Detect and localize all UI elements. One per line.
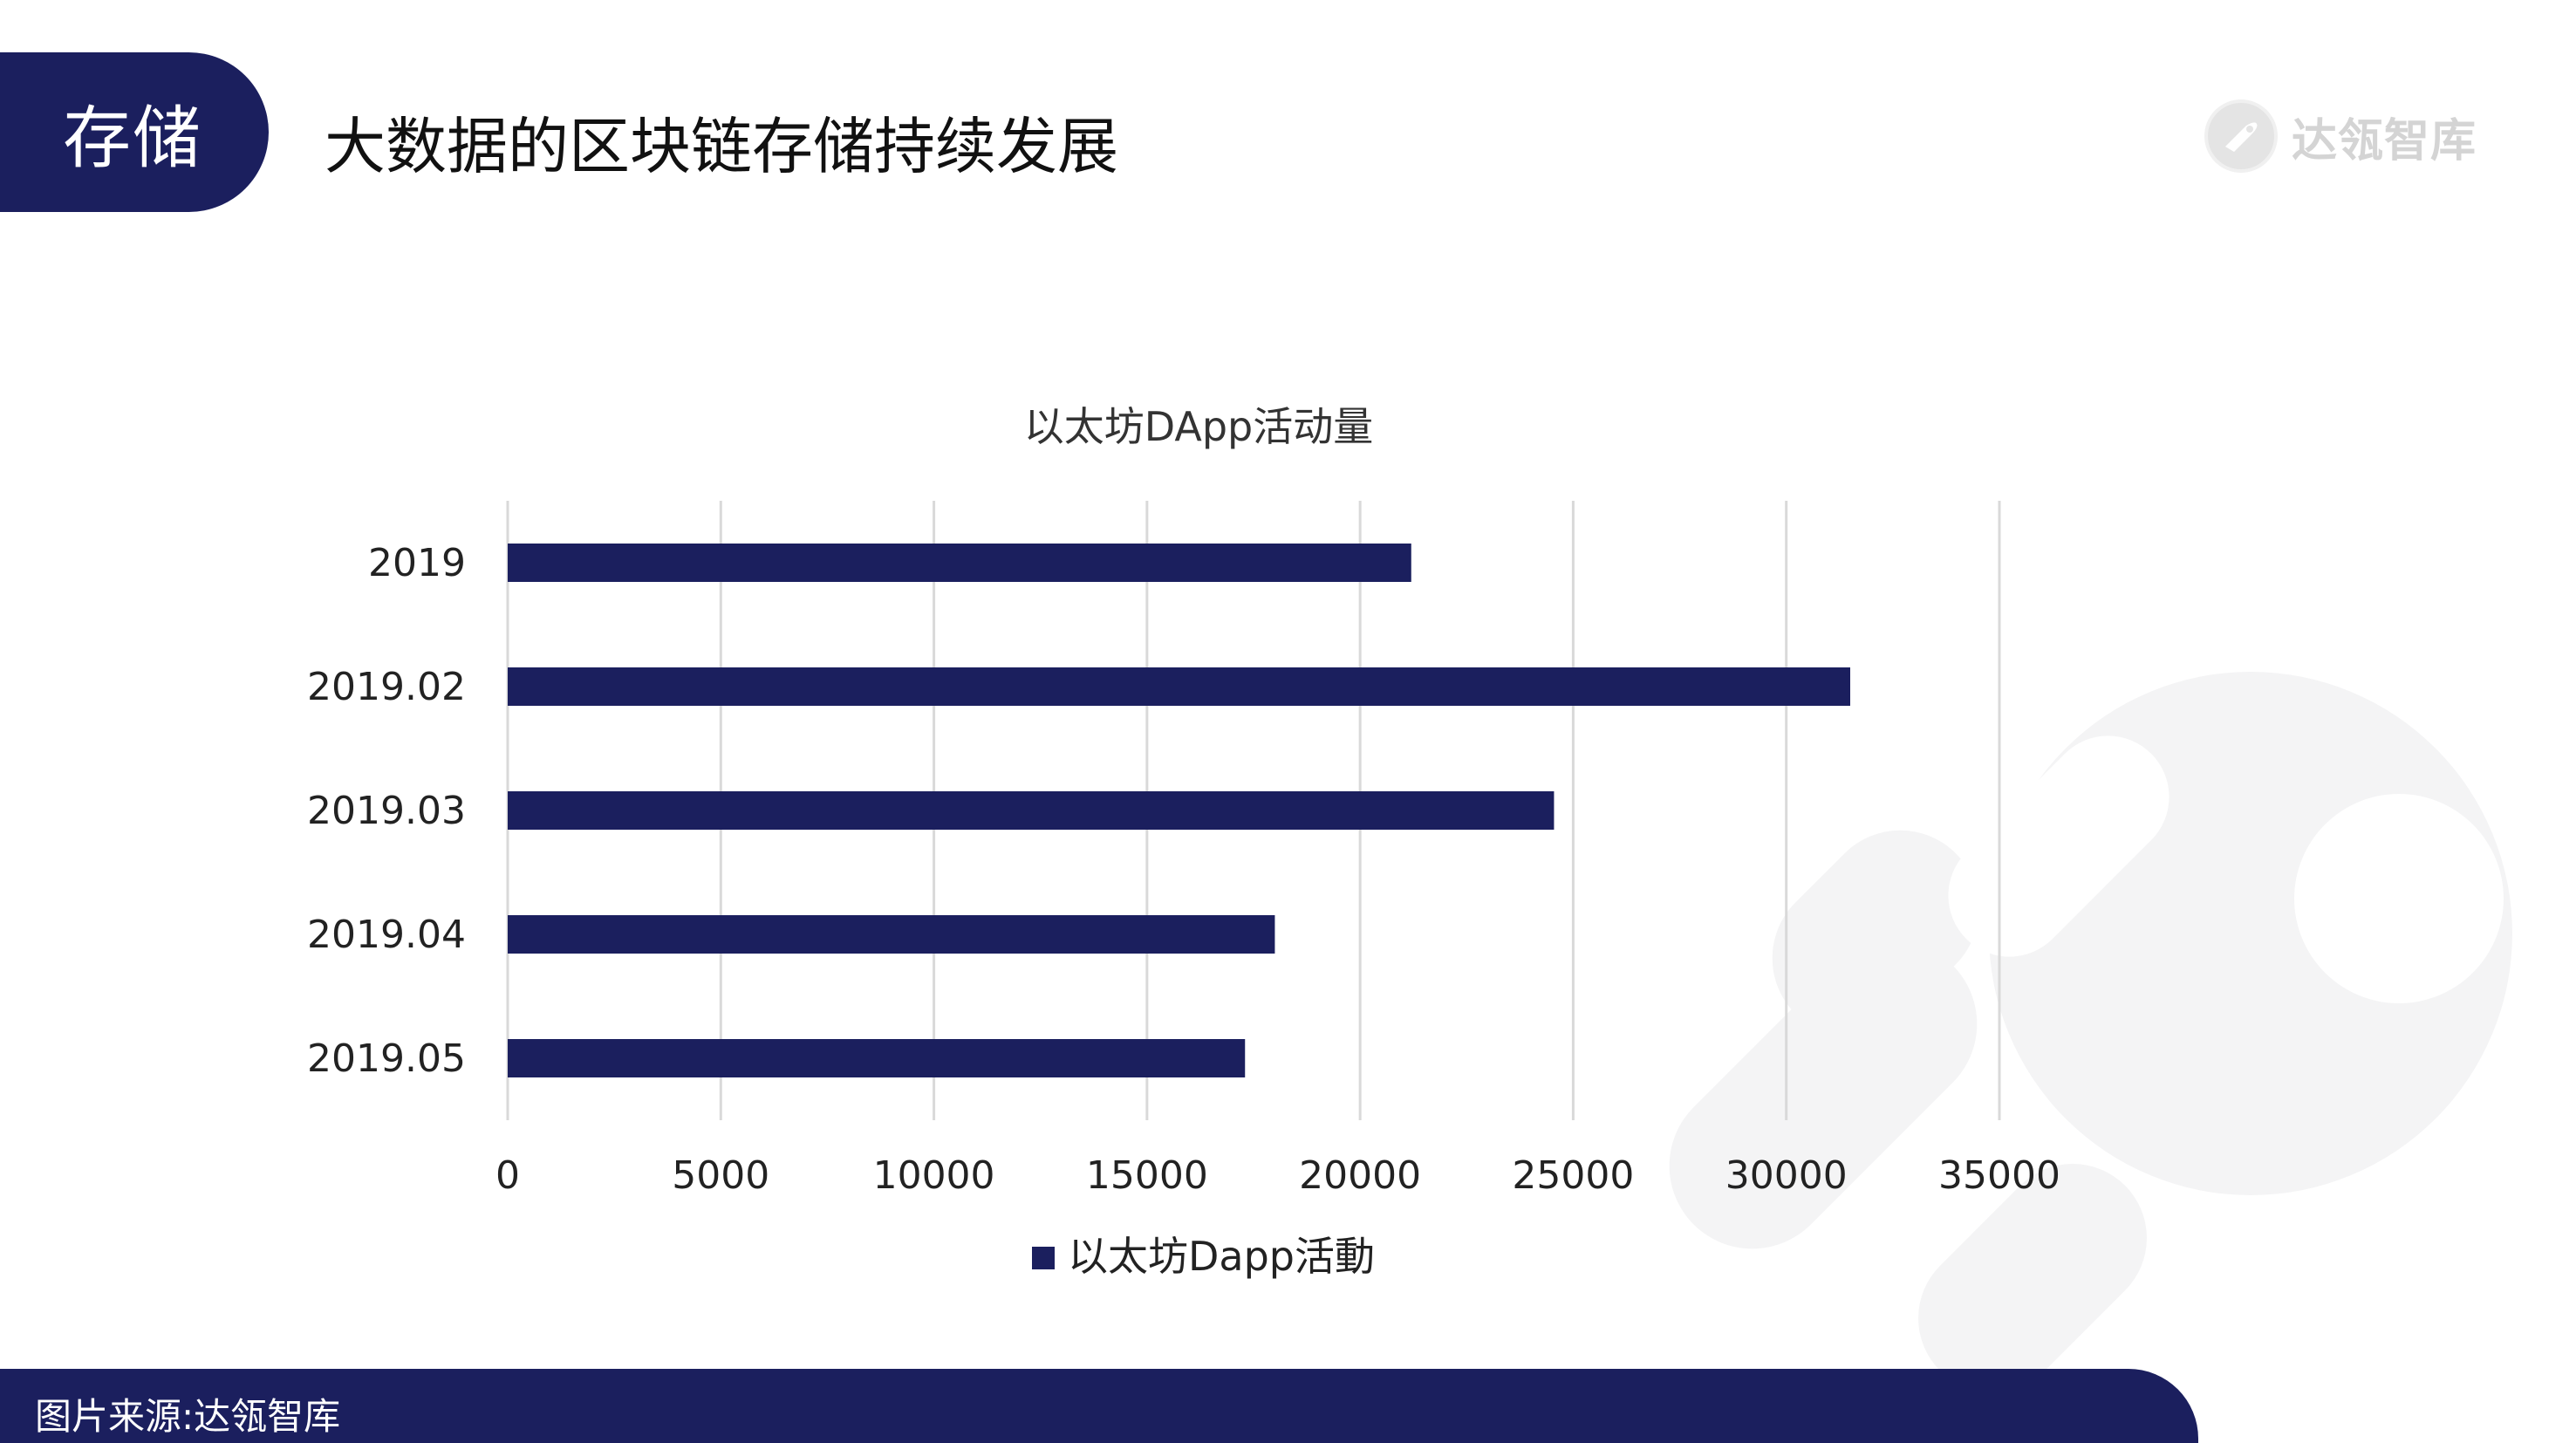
- bar-2019.03: [508, 791, 1554, 830]
- category-label: 2019.02: [307, 665, 466, 709]
- chart-title: 以太坊DApp活动量: [1024, 403, 1373, 450]
- section-tag: 存储: [0, 52, 269, 212]
- bar-2019: [508, 544, 1411, 582]
- bar-2019.04: [508, 915, 1275, 954]
- x-tick-label: 30000: [1725, 1153, 1848, 1198]
- x-tick-label: 5000: [672, 1153, 769, 1198]
- x-tick-label: 20000: [1299, 1153, 1421, 1198]
- section-tag-label: 存储: [63, 99, 203, 178]
- bar-2019.05: [508, 1039, 1246, 1077]
- category-label: 2019.04: [307, 913, 466, 957]
- category-label: 2019.05: [307, 1036, 466, 1081]
- rocket-badge-icon: [2204, 99, 2278, 173]
- chart-bars: [508, 544, 1850, 1077]
- brand-logo: 达瓴智库: [2203, 98, 2477, 174]
- x-tick-label: 25000: [1512, 1153, 1634, 1198]
- chart-category-labels: 2019 2019.02 2019.03 2019.04 2019.05: [307, 541, 466, 1081]
- brand-name: 达瓴智库: [2292, 114, 2477, 168]
- x-tick-label: 10000: [873, 1153, 995, 1198]
- x-tick-label: 0: [495, 1153, 520, 1198]
- category-label: 2019: [368, 541, 466, 585]
- x-tick-label: 15000: [1086, 1153, 1208, 1198]
- page-title: 大数据的区块链存储持续发展: [325, 111, 1118, 182]
- footer-source: 图片来源:达瓴智库: [35, 1395, 341, 1438]
- category-label: 2019.03: [307, 789, 466, 833]
- bar-2019.02: [508, 667, 1850, 706]
- chart-legend: 以太坊Dapp活動: [1032, 1233, 1375, 1280]
- legend-label: 以太坊Dapp活動: [1068, 1233, 1375, 1280]
- chart-x-tick-labels: 0 5000 10000 15000 20000 25000 30000 35000: [495, 1153, 2060, 1198]
- footer-bar: [0, 1369, 2198, 1443]
- legend-swatch: [1032, 1247, 1055, 1269]
- x-tick-label: 35000: [1938, 1153, 2060, 1198]
